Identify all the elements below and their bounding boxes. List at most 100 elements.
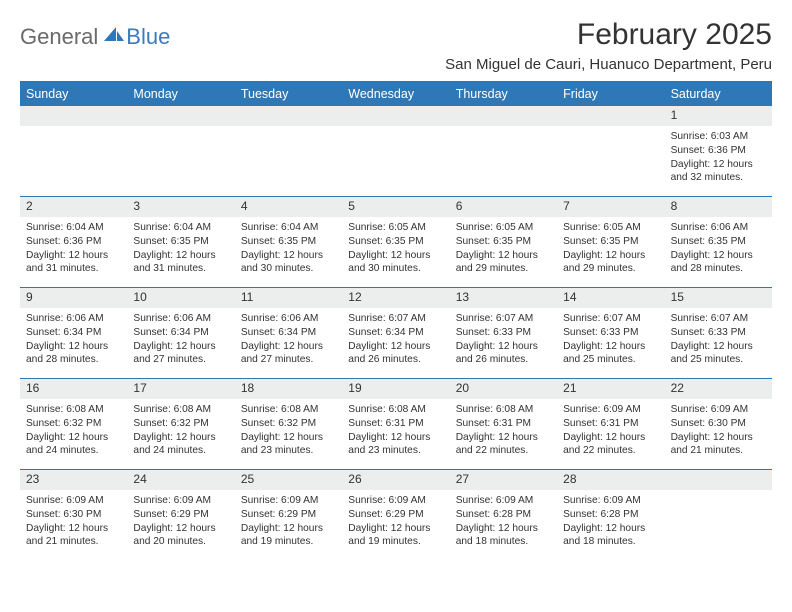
- day-number-cell: 6: [450, 197, 557, 217]
- sunset-line: Sunset: 6:35 PM: [671, 235, 766, 249]
- sunrise-line: Sunrise: 6:09 AM: [348, 494, 443, 508]
- sunset-line: Sunset: 6:32 PM: [26, 417, 121, 431]
- sunrise-line: Sunrise: 6:05 AM: [456, 221, 551, 235]
- day-number: 12: [348, 290, 443, 304]
- day-cell: Sunrise: 6:05 AMSunset: 6:35 PMDaylight:…: [342, 217, 449, 287]
- sunset-line: Sunset: 6:34 PM: [26, 326, 121, 340]
- daylight-line: Daylight: 12 hours and 31 minutes.: [133, 249, 228, 277]
- daylight-line: Daylight: 12 hours and 24 minutes.: [133, 431, 228, 459]
- sunset-line: Sunset: 6:33 PM: [671, 326, 766, 340]
- day-cell: Sunrise: 6:09 AMSunset: 6:30 PMDaylight:…: [20, 490, 127, 560]
- day-number-cell: 14: [557, 288, 664, 308]
- sunrise-line: Sunrise: 6:08 AM: [133, 403, 228, 417]
- sunrise-line: Sunrise: 6:09 AM: [456, 494, 551, 508]
- sunrise-line: Sunrise: 6:06 AM: [133, 312, 228, 326]
- sunset-line: Sunset: 6:36 PM: [671, 144, 766, 158]
- daylight-line: Daylight: 12 hours and 26 minutes.: [456, 340, 551, 368]
- day-number: 6: [456, 199, 551, 213]
- day-number: 23: [26, 472, 121, 486]
- sunrise-line: Sunrise: 6:09 AM: [563, 494, 658, 508]
- sunrise-line: Sunrise: 6:04 AM: [133, 221, 228, 235]
- logo: General Blue: [20, 24, 170, 50]
- sunrise-line: Sunrise: 6:05 AM: [563, 221, 658, 235]
- day-number: 4: [241, 199, 336, 213]
- day-cell: Sunrise: 6:06 AMSunset: 6:34 PMDaylight:…: [235, 308, 342, 378]
- day-number-cell: [20, 106, 127, 126]
- daylight-line: Daylight: 12 hours and 23 minutes.: [348, 431, 443, 459]
- day-number-cell: 22: [665, 379, 772, 399]
- day-number-cell: 17: [127, 379, 234, 399]
- day-number-cell: 24: [127, 470, 234, 490]
- day-number-cell: 15: [665, 288, 772, 308]
- sunrise-line: Sunrise: 6:07 AM: [671, 312, 766, 326]
- month-title: February 2025: [445, 18, 772, 52]
- daylight-line: Daylight: 12 hours and 28 minutes.: [26, 340, 121, 368]
- day-number: 2: [26, 199, 121, 213]
- day-number-cell: 3: [127, 197, 234, 217]
- day-number: 15: [671, 290, 766, 304]
- day-cell: Sunrise: 6:04 AMSunset: 6:36 PMDaylight:…: [20, 217, 127, 287]
- day-number: 26: [348, 472, 443, 486]
- sunrise-line: Sunrise: 6:04 AM: [241, 221, 336, 235]
- day-number: 27: [456, 472, 551, 486]
- daylight-line: Daylight: 12 hours and 18 minutes.: [563, 522, 658, 550]
- daylight-line: Daylight: 12 hours and 31 minutes.: [26, 249, 121, 277]
- day-number: 9: [26, 290, 121, 304]
- sunset-line: Sunset: 6:32 PM: [241, 417, 336, 431]
- sunset-line: Sunset: 6:30 PM: [671, 417, 766, 431]
- day-cell: Sunrise: 6:09 AMSunset: 6:31 PMDaylight:…: [557, 399, 664, 469]
- daylight-line: Daylight: 12 hours and 21 minutes.: [671, 431, 766, 459]
- day-number: 21: [563, 381, 658, 395]
- daylight-line: Daylight: 12 hours and 26 minutes.: [348, 340, 443, 368]
- daylight-line: Daylight: 12 hours and 30 minutes.: [348, 249, 443, 277]
- header: General Blue February 2025 San Miguel de…: [20, 18, 772, 73]
- day-cell: Sunrise: 6:08 AMSunset: 6:32 PMDaylight:…: [20, 399, 127, 469]
- day-cell: Sunrise: 6:09 AMSunset: 6:28 PMDaylight:…: [450, 490, 557, 560]
- sunrise-line: Sunrise: 6:08 AM: [241, 403, 336, 417]
- daylight-line: Daylight: 12 hours and 32 minutes.: [671, 158, 766, 186]
- day-number: 7: [563, 199, 658, 213]
- daylight-line: Daylight: 12 hours and 18 minutes.: [456, 522, 551, 550]
- day-number: 24: [133, 472, 228, 486]
- weekday-sunday: Sunday: [20, 82, 127, 106]
- weekday-friday: Friday: [557, 82, 664, 106]
- logo-sail-icon: [102, 25, 126, 43]
- day-cell: Sunrise: 6:08 AMSunset: 6:31 PMDaylight:…: [342, 399, 449, 469]
- day-number: 1: [671, 108, 766, 122]
- day-number: 28: [563, 472, 658, 486]
- sunrise-line: Sunrise: 6:06 AM: [241, 312, 336, 326]
- day-number: 3: [133, 199, 228, 213]
- day-number: 17: [133, 381, 228, 395]
- day-cell: Sunrise: 6:04 AMSunset: 6:35 PMDaylight:…: [235, 217, 342, 287]
- sunset-line: Sunset: 6:33 PM: [563, 326, 658, 340]
- sunset-line: Sunset: 6:33 PM: [456, 326, 551, 340]
- sunrise-line: Sunrise: 6:04 AM: [26, 221, 121, 235]
- empty-cell: [20, 126, 127, 196]
- day-number-cell: 5: [342, 197, 449, 217]
- daylight-line: Daylight: 12 hours and 23 minutes.: [241, 431, 336, 459]
- day-number: 10: [133, 290, 228, 304]
- daylight-line: Daylight: 12 hours and 29 minutes.: [456, 249, 551, 277]
- day-number-cell: 1: [665, 106, 772, 126]
- day-cell: Sunrise: 6:04 AMSunset: 6:35 PMDaylight:…: [127, 217, 234, 287]
- sunset-line: Sunset: 6:29 PM: [241, 508, 336, 522]
- empty-cell: [342, 126, 449, 196]
- sunrise-line: Sunrise: 6:08 AM: [348, 403, 443, 417]
- sunrise-line: Sunrise: 6:06 AM: [26, 312, 121, 326]
- calendar-grid: 1 Sunrise: 6:03 AMSunset: 6:36 PMDaylight…: [20, 106, 772, 560]
- location: San Miguel de Cauri, Huanuco Department,…: [445, 56, 772, 73]
- day-number: 14: [563, 290, 658, 304]
- sunrise-line: Sunrise: 6:07 AM: [348, 312, 443, 326]
- day-cell: Sunrise: 6:03 AMSunset: 6:36 PMDaylight:…: [665, 126, 772, 196]
- daylight-line: Daylight: 12 hours and 28 minutes.: [671, 249, 766, 277]
- day-cell: Sunrise: 6:06 AMSunset: 6:34 PMDaylight:…: [127, 308, 234, 378]
- day-cell: Sunrise: 6:07 AMSunset: 6:33 PMDaylight:…: [557, 308, 664, 378]
- day-number-cell: 23: [20, 470, 127, 490]
- day-number-cell: 28: [557, 470, 664, 490]
- daylight-line: Daylight: 12 hours and 19 minutes.: [348, 522, 443, 550]
- day-cell: Sunrise: 6:09 AMSunset: 6:29 PMDaylight:…: [342, 490, 449, 560]
- day-cell: Sunrise: 6:06 AMSunset: 6:34 PMDaylight:…: [20, 308, 127, 378]
- daylight-line: Daylight: 12 hours and 25 minutes.: [563, 340, 658, 368]
- empty-cell: [450, 126, 557, 196]
- daylight-line: Daylight: 12 hours and 21 minutes.: [26, 522, 121, 550]
